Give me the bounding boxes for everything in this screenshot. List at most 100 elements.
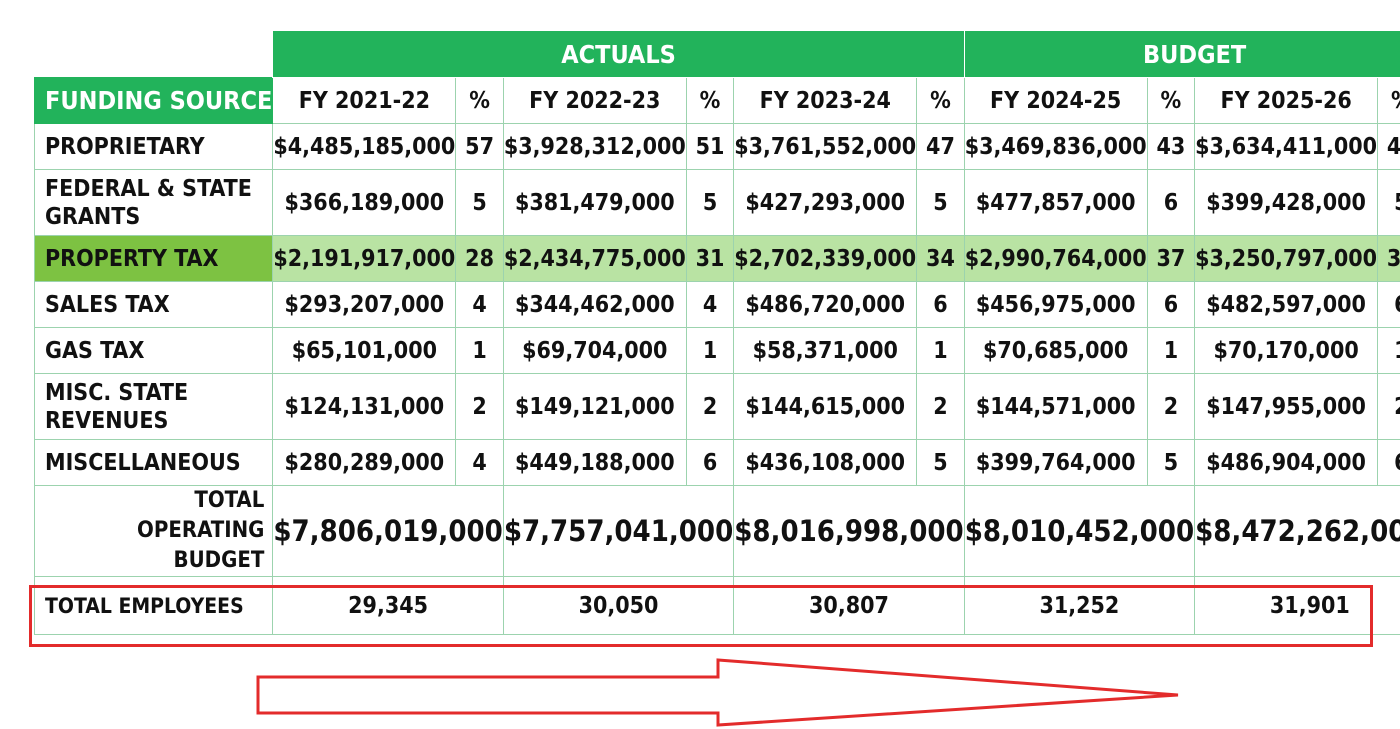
percent-cell: 5: [916, 439, 965, 486]
year-header: FY 2024-25: [963, 77, 1148, 124]
total-budget-value: $7,806,019,000: [272, 485, 504, 577]
amount-cell: $3,634,411,000: [1194, 123, 1379, 170]
column-header-row: FUNDING SOURCE FY 2021-22 % FY 2022-23 %…: [33, 77, 1400, 124]
amount-cell: $65,101,000: [272, 327, 457, 374]
employee-count: 29,345: [272, 576, 504, 635]
percent-cell: 6: [1377, 281, 1400, 328]
amount-cell: $58,371,000: [733, 327, 918, 374]
percent-cell: 47: [916, 123, 965, 170]
funding-source-header: FUNDING SOURCE: [33, 77, 274, 124]
row-label: PROPRIETARY: [33, 123, 274, 170]
year-header: FY 2025-26: [1194, 77, 1379, 124]
percent-cell: 28: [455, 235, 504, 282]
amount-cell: $427,293,000: [733, 169, 918, 236]
funding-table: ACTUALS BUDGET FUNDING SOURCE FY 2021-22…: [33, 30, 1400, 635]
amount-cell: $3,250,797,000: [1194, 235, 1379, 282]
amount-cell: $3,469,836,000: [963, 123, 1148, 170]
amount-cell: $477,857,000: [963, 169, 1148, 236]
amount-cell: $2,191,917,000: [272, 235, 457, 282]
percent-cell: 31: [685, 235, 735, 282]
table-row: FEDERAL & STATE GRANTS $366,189,000 5 $381,…: [33, 169, 1400, 236]
percent-cell: 38: [1377, 235, 1400, 282]
total-label-line1: TOTAL: [194, 488, 265, 513]
percent-cell: 37: [1146, 235, 1196, 282]
total-budget-label: TOTAL OPERATING BUDGET: [33, 485, 274, 577]
year-header: FY 2022-23: [502, 77, 687, 124]
right-arrow-icon: [256, 658, 1179, 727]
table-row: MISC. STATE REVENUES $124,131,000 2 $149,12…: [33, 373, 1400, 440]
percent-cell: 4: [685, 281, 735, 328]
percent-cell: 34: [916, 235, 965, 282]
amount-cell: $482,597,000: [1194, 281, 1379, 328]
percent-cell: 51: [685, 123, 735, 170]
amount-cell: $2,434,775,000: [502, 235, 687, 282]
table-row: GAS TAX $65,101,000 1 $69,704,000 1 $58,371,0…: [33, 327, 1400, 374]
row-label: PROPERTY TAX: [33, 235, 274, 282]
pct-header: %: [685, 77, 735, 124]
amount-cell: $399,428,000: [1194, 169, 1379, 236]
percent-cell: 1: [1377, 327, 1400, 374]
employee-count: 30,807: [733, 576, 965, 635]
amount-cell: $381,479,000: [502, 169, 687, 236]
amount-cell: $344,462,000: [502, 281, 687, 328]
amount-cell: $3,928,312,000: [502, 123, 687, 170]
percent-cell: 1: [455, 327, 504, 374]
pct-header: %: [455, 77, 504, 124]
amount-cell: $70,685,000: [963, 327, 1148, 374]
pct-header: %: [1146, 77, 1196, 124]
total-budget-value: $8,016,998,000: [733, 485, 965, 577]
employee-count: 31,901: [1194, 576, 1400, 635]
table-row: PROPRIETARY $4,485,185,000 57 $3,928,312,00…: [33, 123, 1400, 170]
table-row: PROPERTY TAX $2,191,917,000 28 $2,434,775,0…: [33, 235, 1400, 282]
percent-cell: 5: [1377, 169, 1400, 236]
percent-cell: 2: [685, 373, 735, 440]
percent-cell: 6: [1146, 281, 1196, 328]
percent-cell: 5: [1146, 439, 1196, 486]
amount-cell: $366,189,000: [272, 169, 457, 236]
percent-cell: 6: [1377, 439, 1400, 486]
row-label: MISCELLANEOUS: [33, 439, 274, 486]
table-row: SALES TAX $293,207,000 4 $344,462,000 4 $486,…: [33, 281, 1400, 328]
percent-cell: 2: [1377, 373, 1400, 440]
total-budget-value: $7,757,041,000: [502, 485, 735, 577]
percent-cell: 4: [455, 281, 504, 328]
total-employees-row: TOTAL EMPLOYEES 29,345 30,050 30,807 31,252 3…: [33, 576, 1400, 635]
amount-cell: $486,904,000: [1194, 439, 1379, 486]
percent-cell: 4: [455, 439, 504, 486]
total-budget-row: TOTAL OPERATING BUDGET $7,806,019,000 $7,75…: [33, 485, 1400, 577]
row-label: MISC. STATE REVENUES: [33, 373, 274, 440]
amount-cell: $69,704,000: [502, 327, 687, 374]
total-employees-label: TOTAL EMPLOYEES: [33, 576, 274, 635]
percent-cell: 5: [455, 169, 504, 236]
pct-header: %: [916, 77, 965, 124]
amount-cell: $144,615,000: [733, 373, 918, 440]
percent-cell: 5: [685, 169, 735, 236]
blank-corner: [34, 30, 273, 78]
year-header: FY 2021-22: [272, 77, 457, 124]
amount-cell: $4,485,185,000: [272, 123, 457, 170]
total-budget-value: $8,010,452,000: [963, 485, 1196, 577]
percent-cell: 1: [916, 327, 965, 374]
row-label: FEDERAL & STATE GRANTS: [33, 169, 274, 236]
amount-cell: $449,188,000: [502, 439, 687, 486]
amount-cell: $70,170,000: [1194, 327, 1379, 374]
amount-cell: $149,121,000: [502, 373, 687, 440]
row-label: GAS TAX: [33, 327, 274, 374]
percent-cell: 6: [685, 439, 735, 486]
employee-count: 30,050: [502, 576, 735, 635]
percent-cell: 43: [1146, 123, 1196, 170]
percent-cell: 2: [1146, 373, 1196, 440]
percent-cell: 2: [916, 373, 965, 440]
percent-cell: 5: [916, 169, 965, 236]
table-row: MISCELLANEOUS $280,289,000 4 $449,188,000 6 $…: [33, 439, 1400, 486]
total-budget-value: $8,472,262,000: [1194, 485, 1400, 577]
pct-header: %: [1377, 77, 1400, 124]
percent-cell: 1: [685, 327, 735, 374]
funding-table-container: ACTUALS BUDGET FUNDING SOURCE FY 2021-22…: [33, 30, 1400, 635]
amount-cell: $144,571,000: [963, 373, 1148, 440]
amount-cell: $280,289,000: [272, 439, 457, 486]
employee-count: 31,252: [963, 576, 1196, 635]
amount-cell: $124,131,000: [272, 373, 457, 440]
budget-header: BUDGET: [963, 30, 1400, 78]
row-label: SALES TAX: [33, 281, 274, 328]
